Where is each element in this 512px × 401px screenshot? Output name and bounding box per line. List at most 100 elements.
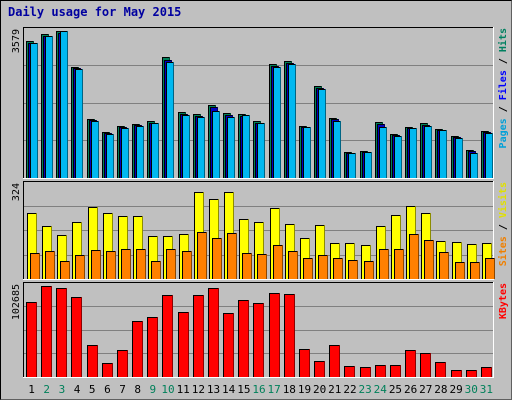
bar-kbytes-day-1 — [26, 302, 37, 377]
bar-kbytes-day-3 — [56, 288, 67, 377]
x-tick-label: 9 — [150, 383, 157, 396]
bar-sites-day-20 — [318, 255, 328, 279]
bar-pages-day-2 — [45, 36, 53, 178]
bar-sites-day-4 — [75, 255, 85, 279]
bar-sites-day-17 — [273, 245, 283, 279]
bar-pages-day-11 — [182, 115, 190, 178]
bar-kbytes-day-21 — [329, 345, 340, 377]
x-tick-label: 19 — [298, 383, 311, 396]
legend-entry: Pages — [498, 118, 509, 148]
bar-kbytes-day-25 — [390, 365, 401, 377]
bar-pages-day-10 — [166, 62, 174, 178]
bar-kbytes-day-16 — [253, 303, 264, 377]
bar-sites-day-22 — [348, 260, 358, 279]
bar-kbytes-day-20 — [314, 361, 325, 377]
bar-pages-day-13 — [212, 111, 220, 178]
bar-sites-day-12 — [197, 232, 207, 279]
bar-sites-day-31 — [485, 258, 495, 279]
bar-pages-day-16 — [257, 123, 265, 178]
bar-sites-day-24 — [379, 249, 389, 279]
bar-kbytes-day-6 — [102, 363, 113, 377]
bar-kbytes-day-2 — [41, 286, 52, 377]
legend-entry: / — [498, 218, 509, 236]
bar-sites-day-13 — [212, 238, 222, 279]
bar-pages-day-24 — [379, 127, 387, 178]
bar-kbytes-day-27 — [420, 353, 431, 377]
bar-pages-day-27 — [424, 126, 432, 178]
bar-kbytes-day-22 — [344, 366, 355, 377]
bar-kbytes-day-9 — [147, 317, 158, 377]
bar-sites-day-27 — [424, 240, 434, 279]
y-max-label: 102685 — [11, 284, 22, 320]
x-tick-label: 23 — [359, 383, 372, 396]
x-tick-label: 24 — [374, 383, 388, 396]
bar-pages-day-18 — [288, 64, 296, 178]
y-max-label: 324 — [11, 183, 22, 201]
bar-sites-day-26 — [409, 234, 419, 279]
bar-sites-day-8 — [136, 249, 146, 279]
bar-sites-day-15 — [242, 253, 252, 279]
bar-pages-day-5 — [91, 121, 99, 178]
chart-title: Daily usage for May 2015 — [8, 5, 182, 19]
legend-label: KBytes — [498, 283, 509, 319]
bar-pages-day-25 — [394, 136, 402, 178]
bar-sites-day-9 — [151, 261, 161, 279]
bar-kbytes-day-13 — [208, 288, 219, 377]
bar-sites-day-14 — [227, 233, 237, 279]
x-tick-label: 8 — [134, 383, 141, 396]
bar-kbytes-day-15 — [238, 300, 249, 377]
bar-kbytes-day-17 — [269, 293, 280, 377]
bar-kbytes-day-5 — [87, 345, 98, 377]
bar-sites-day-5 — [91, 250, 101, 279]
bar-kbytes-day-30 — [466, 370, 477, 377]
bar-sites-day-23 — [364, 261, 374, 279]
x-tick-label: 14 — [222, 383, 236, 396]
bar-pages-day-28 — [439, 130, 447, 178]
bar-pages-day-17 — [273, 67, 281, 178]
bar-sites-day-3 — [60, 261, 70, 279]
legend-label: Pages / Files / Hits — [497, 28, 509, 148]
x-tick-label: 3 — [59, 383, 66, 396]
x-tick-label: 10 — [161, 383, 174, 396]
bar-sites-day-2 — [45, 251, 55, 279]
x-tick-label: 27 — [419, 383, 432, 396]
y-max-label: 3579 — [11, 29, 22, 53]
bar-kbytes-day-29 — [451, 370, 462, 377]
x-tick-label: 28 — [434, 383, 447, 396]
bar-sites-day-29 — [455, 262, 465, 279]
legend-entry: Visits — [497, 182, 509, 218]
bar-pages-day-30 — [470, 153, 478, 178]
bar-pages-day-31 — [485, 133, 493, 178]
bar-sites-day-11 — [182, 251, 192, 279]
bar-sites-day-19 — [303, 258, 313, 279]
x-tick-label: 15 — [237, 383, 250, 396]
bar-pages-day-3 — [60, 31, 68, 178]
x-tick-label: 26 — [404, 383, 417, 396]
legend-entry: Hits — [497, 28, 509, 52]
x-tick-label: 2 — [43, 383, 50, 396]
x-tick-label: 1 — [28, 383, 35, 396]
legend-entry: / — [498, 52, 509, 70]
x-tick-label: 6 — [104, 383, 111, 396]
x-tick-label: 20 — [313, 383, 326, 396]
bar-pages-day-15 — [242, 115, 250, 178]
x-tick-label: 4 — [74, 383, 81, 396]
bar-sites-day-25 — [394, 249, 404, 279]
bar-pages-day-14 — [227, 117, 235, 178]
bar-kbytes-day-11 — [178, 312, 189, 377]
bar-pages-day-7 — [121, 128, 129, 178]
bar-pages-day-12 — [197, 117, 205, 178]
bar-pages-day-20 — [318, 89, 326, 178]
x-tick-label: 29 — [449, 383, 462, 396]
bar-kbytes-day-14 — [223, 313, 234, 377]
legend-entry: KBytes — [498, 283, 509, 319]
legend-label: Sites / Visits — [497, 182, 509, 266]
x-tick-label: 22 — [343, 383, 356, 396]
bar-pages-day-26 — [409, 128, 417, 178]
x-tick-label: 31 — [480, 383, 493, 396]
bar-sites-day-1 — [30, 253, 40, 279]
x-tick-label: 21 — [328, 383, 341, 396]
x-tick-label: 16 — [252, 383, 265, 396]
x-tick-label: 11 — [177, 383, 190, 396]
